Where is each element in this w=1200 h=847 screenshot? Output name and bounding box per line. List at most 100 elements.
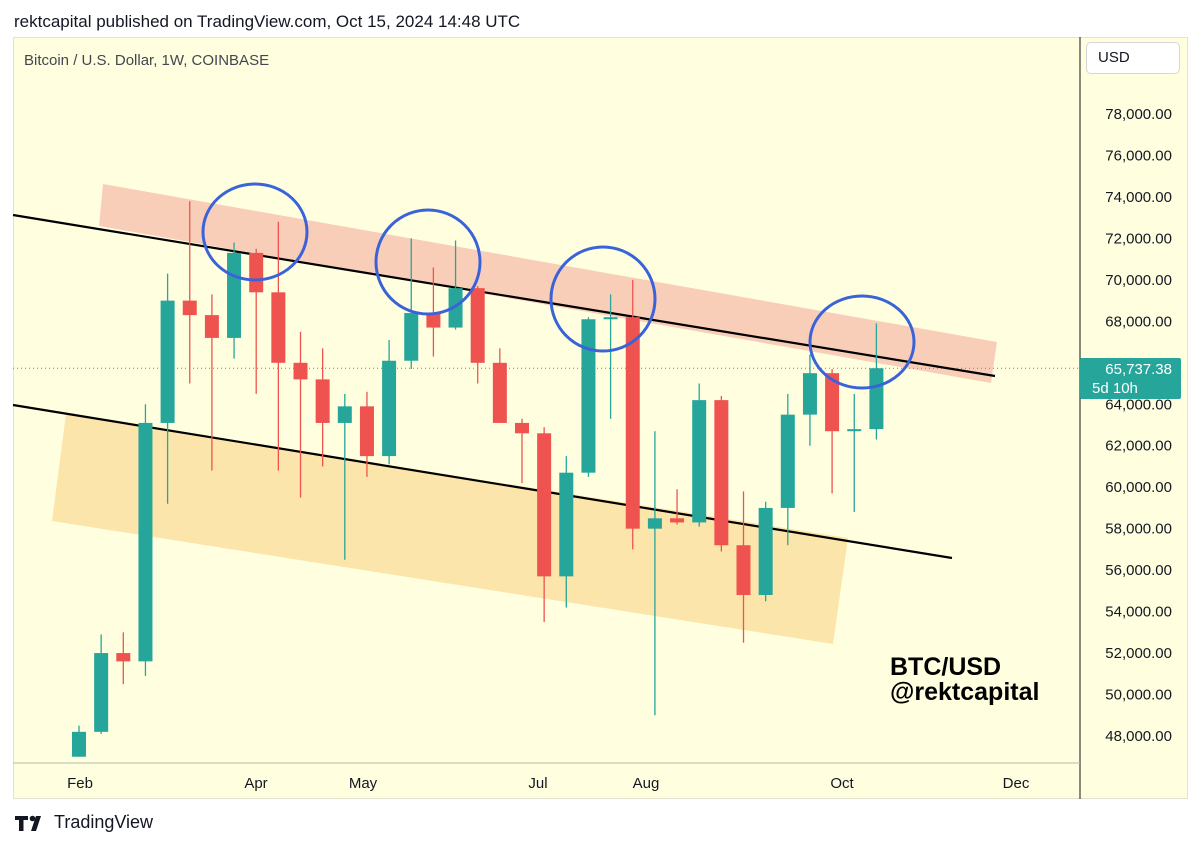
candle-body [492, 362, 507, 423]
x-tick-label: Feb [67, 775, 93, 792]
candle[interactable] [182, 201, 197, 384]
candle-body [692, 400, 707, 523]
y-tick-label: 58,000.00 [1105, 521, 1172, 538]
y-tick-label: 60,000.00 [1105, 479, 1172, 496]
y-tick-label: 62,000.00 [1105, 438, 1172, 455]
candle[interactable] [736, 491, 751, 643]
publish-header: rektcapital published on TradingView.com… [14, 12, 521, 31]
x-tick-label: Dec [1003, 775, 1030, 792]
y-tick-label: 48,000.00 [1105, 728, 1172, 745]
candle[interactable] [315, 348, 330, 467]
candle-body [293, 362, 308, 380]
y-tick-label: 64,000.00 [1105, 396, 1172, 413]
candle[interactable] [515, 418, 529, 484]
candle-body [249, 252, 264, 293]
y-tick-label: 56,000.00 [1105, 562, 1172, 579]
candle-body [736, 545, 751, 596]
chart-frame[interactable] [13, 37, 1188, 799]
candle-body [404, 313, 419, 361]
candle-body [758, 507, 773, 596]
candle-body [603, 317, 618, 320]
symbol-title: Bitcoin / U.S. Dollar, 1W, COINBASE [24, 52, 270, 69]
highlight-circle [201, 182, 309, 282]
candle-body [647, 518, 662, 529]
candle[interactable] [337, 393, 352, 560]
candle-body [160, 300, 175, 423]
candle[interactable] [780, 393, 795, 546]
candle-body [714, 400, 729, 546]
candle[interactable] [426, 267, 441, 357]
tradingview-logo-icon [15, 815, 41, 831]
candle-body [869, 368, 884, 430]
candle[interactable] [470, 286, 485, 384]
bar-countdown: 5d 10h [1092, 380, 1138, 397]
candle-body [138, 422, 153, 662]
candle[interactable] [670, 489, 685, 525]
overlay-author-label: @rektcapital [890, 678, 1039, 706]
candle-body [559, 472, 574, 577]
candle[interactable] [204, 294, 219, 471]
y-tick-label: 72,000.00 [1105, 230, 1172, 247]
candle[interactable] [581, 317, 596, 477]
candle[interactable] [559, 456, 574, 608]
y-tick-label: 78,000.00 [1105, 106, 1172, 123]
candle[interactable] [271, 221, 286, 471]
candle-body [337, 406, 352, 423]
candle[interactable] [72, 725, 86, 757]
candle[interactable] [116, 632, 131, 685]
overlay-pair-label: BTC/USD [890, 653, 1001, 681]
candle-body [670, 518, 685, 523]
candle[interactable] [293, 331, 308, 498]
candle-body [581, 319, 596, 473]
candle[interactable] [869, 323, 884, 440]
x-tick-label: Aug [633, 775, 660, 792]
candle-body [72, 731, 86, 757]
y-tick-label: 68,000.00 [1105, 313, 1172, 330]
candle[interactable] [802, 354, 817, 446]
currency-selector[interactable]: USD [1086, 42, 1180, 74]
candle[interactable] [825, 369, 840, 494]
upper-resistance-zone [99, 184, 997, 383]
candle-body [271, 292, 286, 363]
candle[interactable] [603, 294, 618, 419]
candle-body [359, 406, 374, 457]
candle[interactable] [359, 391, 374, 477]
y-tick-label: 76,000.00 [1105, 147, 1172, 164]
candle-body [182, 300, 197, 316]
last-price-tag [1080, 358, 1181, 399]
x-tick-label: Jul [528, 775, 547, 792]
candle[interactable] [758, 501, 773, 602]
candle[interactable] [382, 339, 397, 465]
candle-body [382, 360, 397, 457]
candle[interactable] [492, 348, 507, 423]
y-tick-label: 74,000.00 [1105, 189, 1172, 206]
candle-body [227, 252, 242, 338]
x-tick-label: Apr [244, 775, 267, 792]
last-price-value: 65,737.38 [1105, 361, 1172, 378]
candle[interactable] [138, 404, 153, 676]
candle-body [537, 433, 552, 577]
candle[interactable] [160, 273, 175, 504]
y-tick-label: 54,000.00 [1105, 604, 1172, 621]
candle[interactable] [847, 393, 862, 513]
candle[interactable] [714, 395, 729, 552]
candle-body [470, 288, 485, 363]
candle[interactable] [692, 383, 707, 527]
candle-body [802, 373, 817, 415]
footer-branding: TradingView [14, 812, 153, 833]
candle[interactable] [404, 238, 419, 370]
candle[interactable] [94, 634, 109, 734]
candle[interactable] [448, 240, 463, 330]
candle[interactable] [227, 242, 242, 359]
lower-trendline [12, 403, 953, 560]
highlight-circle [549, 245, 657, 353]
upper-trendline [12, 213, 996, 378]
candle[interactable] [647, 431, 662, 716]
candle[interactable] [537, 427, 552, 622]
candle[interactable] [625, 279, 640, 550]
candle[interactable] [249, 248, 264, 394]
candle-body [204, 315, 219, 338]
y-tick-label: 50,000.00 [1105, 687, 1172, 704]
highlight-circle [374, 208, 482, 316]
